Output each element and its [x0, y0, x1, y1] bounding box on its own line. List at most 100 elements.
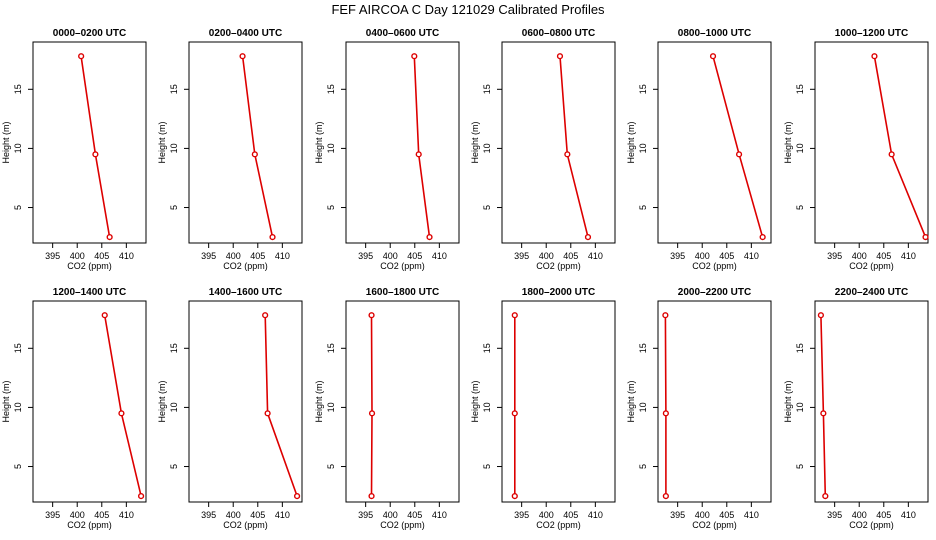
x-tick-label: 400	[226, 510, 241, 520]
x-axis-label: CO2 (ppm)	[692, 261, 737, 271]
x-tick-label: 395	[45, 251, 60, 261]
x-tick-label: 410	[901, 510, 916, 520]
x-tick-label: 395	[358, 251, 373, 261]
data-point	[511, 312, 518, 319]
data-point	[251, 151, 258, 158]
y-tick-label: 15	[13, 84, 23, 94]
plot-frame	[345, 300, 460, 503]
x-tick-label: 395	[514, 510, 529, 520]
x-tick-label: 410	[588, 510, 603, 520]
y-tick-label: 10	[795, 143, 805, 153]
data-point	[106, 233, 113, 241]
data-point	[101, 312, 108, 319]
y-tick-label: 5	[169, 464, 179, 469]
plot-frame	[345, 41, 460, 244]
data-point	[415, 151, 422, 158]
panel-title: 0600–0800 UTC	[522, 28, 595, 39]
y-tick-label: 15	[326, 343, 336, 353]
x-axis-label: CO2 (ppm)	[67, 520, 112, 530]
data-point	[239, 53, 246, 60]
y-tick-label: 5	[326, 205, 336, 210]
data-point	[293, 492, 301, 500]
data-point	[368, 312, 375, 319]
data-point	[92, 151, 99, 158]
profile-line	[413, 56, 431, 238]
x-tick-label: 400	[539, 510, 554, 520]
profile-line	[712, 55, 764, 238]
plot-frame	[814, 300, 929, 503]
y-tick-label: 10	[482, 143, 492, 153]
x-tick-label: 395	[827, 510, 842, 520]
x-axis-label: CO2 (ppm)	[223, 520, 268, 530]
panel-title: 1200–1400 UTC	[53, 287, 126, 298]
x-tick-label: 400	[70, 510, 85, 520]
x-tick-label: 410	[119, 510, 134, 520]
figure-title: FEF AIRCOA C Day 121029 Calibrated Profi…	[331, 2, 605, 17]
data-point	[822, 492, 829, 500]
data-point	[262, 312, 269, 319]
panel-4: 0600–0800 UTC 395 400 405 410 CO2 (ppm) 5 10 15 H…	[470, 28, 616, 271]
data-point	[820, 410, 827, 417]
x-tick-label: 400	[383, 251, 398, 261]
x-tick-label: 410	[744, 251, 759, 261]
panel-6: 1000–1200 UTC 395 400 405 410 CO2 (ppm) 5 10 15 H…	[783, 28, 929, 271]
y-tick-label: 15	[482, 343, 492, 353]
plot-frame	[188, 41, 303, 244]
x-tick-label: 410	[275, 251, 290, 261]
x-tick-label: 395	[201, 510, 216, 520]
panel-title: 1000–1200 UTC	[835, 28, 908, 39]
profile-line	[103, 315, 142, 497]
data-point	[662, 410, 669, 417]
y-tick-label: 10	[638, 402, 648, 412]
y-tick-label: 5	[482, 464, 492, 469]
x-tick-label: 395	[670, 251, 685, 261]
x-tick-label: 405	[719, 510, 734, 520]
panel-title: 0000–0200 UTC	[53, 28, 126, 39]
x-tick-label: 405	[876, 251, 891, 261]
x-tick-label: 410	[432, 251, 447, 261]
data-point	[871, 53, 878, 60]
y-tick-label: 15	[482, 84, 492, 94]
panel-title: 1600–1800 UTC	[366, 287, 439, 298]
data-point	[556, 53, 564, 60]
data-point	[888, 151, 895, 158]
y-axis-label: Height (m)	[626, 380, 636, 422]
x-tick-label: 410	[588, 251, 603, 261]
data-point	[368, 492, 375, 500]
y-tick-label: 15	[638, 343, 648, 353]
panel-title: 0200–0400 UTC	[209, 28, 282, 39]
data-point	[426, 233, 433, 241]
y-tick-label: 5	[169, 205, 179, 210]
panel-title: 0800–1000 UTC	[678, 28, 751, 39]
plot-frame	[814, 41, 929, 244]
y-tick-label: 5	[638, 464, 648, 469]
y-axis-label: Height (m)	[157, 121, 167, 163]
data-point	[78, 53, 85, 60]
panel-12: 2200–2400 UTC 395 400 405 410 CO2 (ppm) 5 10 15 H…	[783, 287, 929, 530]
data-point	[269, 233, 276, 241]
y-axis-label: Height (m)	[626, 121, 636, 163]
y-tick-label: 5	[13, 205, 23, 210]
y-axis-label: Height (m)	[470, 380, 480, 422]
x-tick-label: 410	[901, 251, 916, 261]
profile-line	[559, 56, 589, 238]
data-point	[368, 410, 376, 417]
y-tick-label: 10	[326, 143, 336, 153]
data-point	[922, 233, 929, 241]
x-tick-label: 400	[852, 251, 867, 261]
x-tick-label: 400	[70, 251, 85, 261]
y-tick-label: 15	[795, 84, 805, 94]
y-axis-label: Height (m)	[157, 380, 167, 422]
y-axis-label: Height (m)	[1, 121, 11, 163]
panel-2: 0200–0400 UTC 395 400 405 410 CO2 (ppm) 5 10 15 H…	[157, 28, 303, 271]
x-axis-label: CO2 (ppm)	[849, 520, 894, 530]
profile-line	[820, 315, 827, 497]
data-point	[817, 312, 824, 319]
x-tick-label: 405	[94, 251, 109, 261]
x-tick-label: 405	[250, 251, 265, 261]
panel-11: 2000–2200 UTC 395 400 405 410 CO2 (ppm) 5 10 15 H…	[626, 287, 772, 530]
x-tick-label: 410	[119, 251, 134, 261]
panel-title: 1800–2000 UTC	[522, 287, 595, 298]
panel-1: 0000–0200 UTC 395 400 405 410 CO2 (ppm) 5 10 15 H…	[1, 28, 147, 271]
profile-line	[873, 56, 927, 238]
